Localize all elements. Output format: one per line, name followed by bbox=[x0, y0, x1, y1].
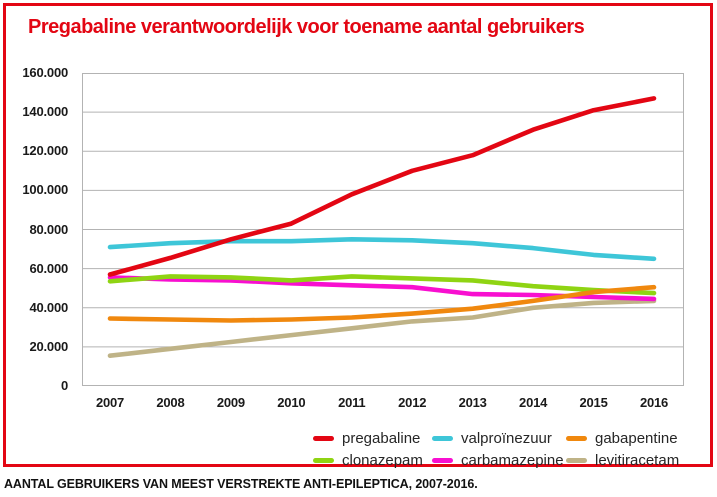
legend-item-clonazepam: clonazepam bbox=[313, 452, 432, 469]
chart-title: Pregabaline verantwoordelijk voor toenam… bbox=[28, 16, 585, 38]
x-tick-label: 2009 bbox=[216, 395, 245, 410]
legend-swatch-icon bbox=[432, 458, 453, 463]
legend-label: levitiracetam bbox=[595, 452, 680, 469]
y-tick-label: 60.000 bbox=[29, 260, 68, 276]
y-tick-label: 0 bbox=[60, 378, 68, 393]
x-tick-label: 2007 bbox=[95, 395, 125, 410]
x-tick-label: 2013 bbox=[458, 395, 487, 410]
line-clonazepam bbox=[107, 274, 657, 296]
legend-swatch-icon bbox=[566, 458, 587, 463]
x-tick-label: 2010 bbox=[277, 395, 306, 410]
chart-frame: Pregabaline verantwoordelijk voor toenam… bbox=[3, 3, 713, 467]
legend-swatch-icon bbox=[313, 436, 334, 441]
y-axis-labels: 0 20.000 40.000 60.000 80.000 100.000 120.000 1… bbox=[8, 65, 68, 393]
legend-label: clonazepam bbox=[342, 452, 423, 469]
legend-item-valproïnezuur: valproïnezuur bbox=[432, 430, 566, 447]
y-tick-label: 100.000 bbox=[22, 182, 68, 198]
x-tick-label: 2016 bbox=[639, 395, 669, 410]
x-tick-label: 2012 bbox=[398, 395, 427, 410]
line-pregabaline bbox=[107, 96, 657, 277]
y-tick-label: 20.000 bbox=[29, 338, 68, 354]
x-axis-labels: 2007 2008 2009 2010 2011 2012 2013 2014 2015 2016 bbox=[82, 395, 684, 415]
legend-item-carbamazepine: carbamazepine bbox=[432, 452, 566, 469]
line-gabapentine bbox=[107, 284, 657, 323]
legend-label: carbamazepine bbox=[461, 452, 564, 469]
plot-border bbox=[82, 73, 684, 386]
legend-swatch-icon bbox=[313, 458, 334, 463]
x-tick-label: 2008 bbox=[156, 395, 185, 410]
legend-swatch-icon bbox=[432, 436, 453, 441]
legend-item-gabapentine: gabapentine bbox=[566, 430, 679, 447]
x-tick-label: 2015 bbox=[579, 395, 608, 410]
legend-swatch-icon bbox=[566, 436, 587, 441]
legend-item-levitiracetam: levitiracetam bbox=[566, 452, 679, 469]
y-tick-label: 160.000 bbox=[22, 65, 68, 80]
y-tick-label: 80.000 bbox=[29, 221, 68, 237]
y-tick-label: 140.000 bbox=[22, 104, 68, 120]
legend: pregabaline valproïnezuur gabapentine clona… bbox=[313, 430, 679, 469]
y-tick-label: 120.000 bbox=[22, 143, 68, 159]
chart-plot bbox=[82, 73, 684, 386]
legend-label: pregabaline bbox=[342, 430, 421, 447]
legend-label: valproïnezuur bbox=[461, 430, 552, 447]
line-levitiracetam bbox=[107, 298, 657, 359]
legend-label: gabapentine bbox=[595, 430, 678, 447]
legend-item-pregabaline: pregabaline bbox=[313, 430, 432, 447]
chart-caption: AANTAL GEBRUIKERS VAN MEEST VERSTREKTE A… bbox=[4, 477, 478, 491]
y-tick-label: 40.000 bbox=[29, 299, 68, 315]
line-valproïnezuur bbox=[107, 237, 657, 262]
x-tick-label: 2011 bbox=[338, 395, 366, 410]
x-tick-label: 2014 bbox=[519, 395, 548, 410]
